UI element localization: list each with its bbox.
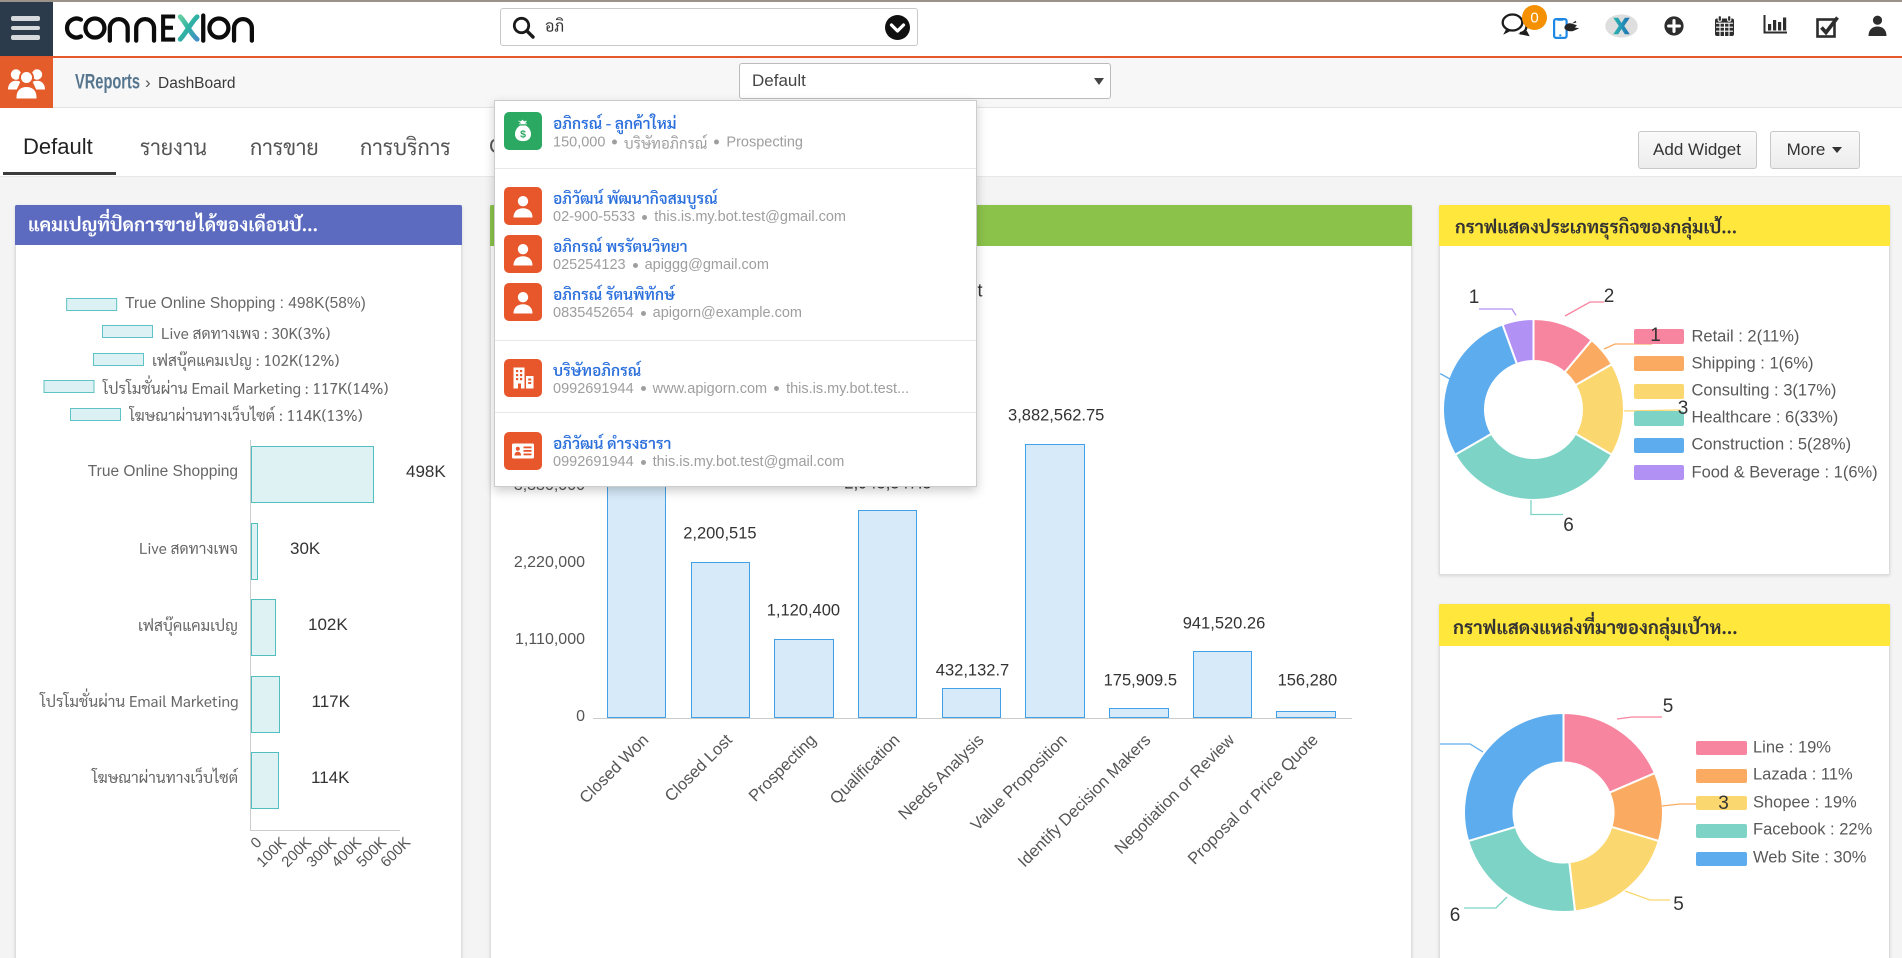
svg-text:$: $ (520, 129, 526, 141)
